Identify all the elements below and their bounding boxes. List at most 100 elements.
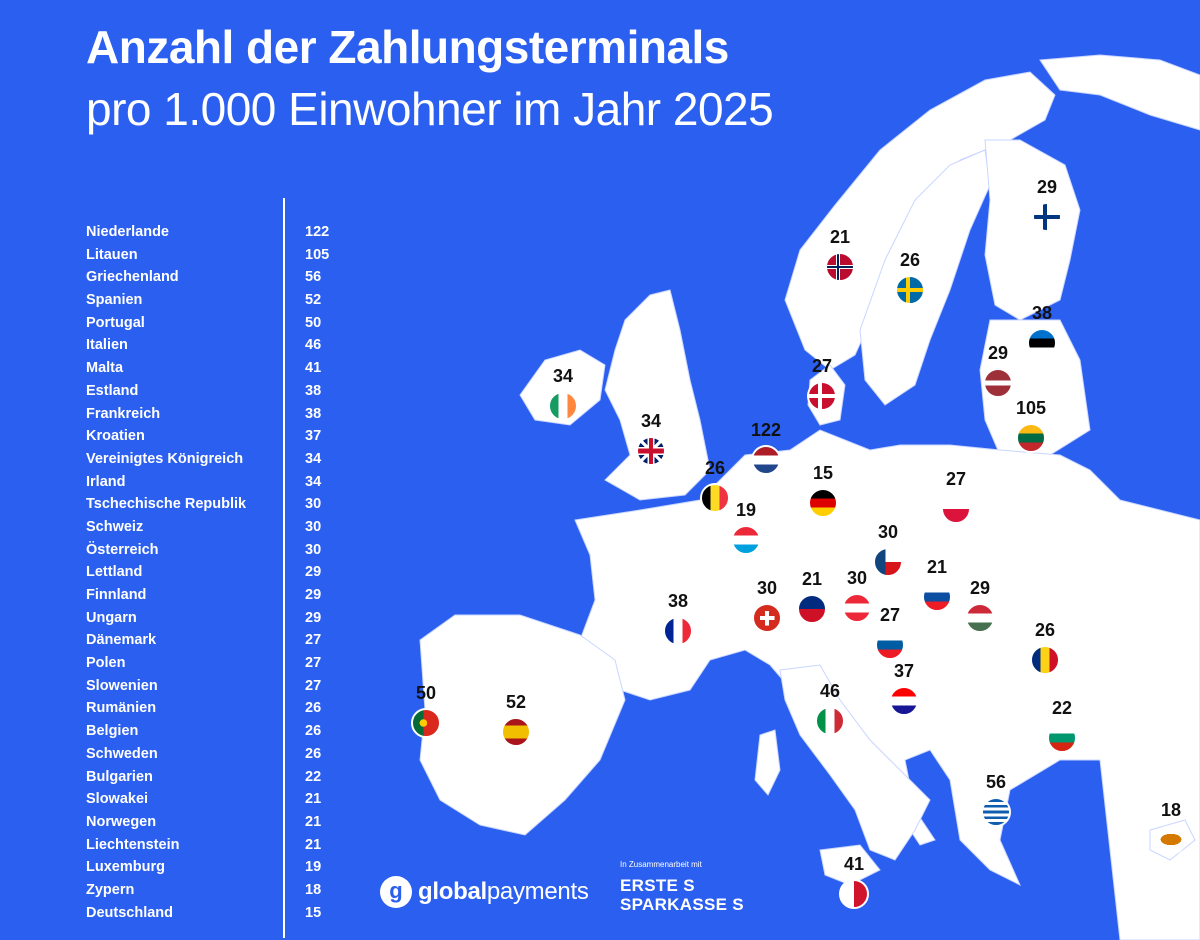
map-marker-value: 56 [985, 772, 1007, 792]
ranking-value: 41 [305, 360, 322, 377]
ranking-value: 30 [305, 518, 322, 535]
map-marker-value: 37 [893, 661, 915, 681]
map-marker-value: 30 [877, 522, 899, 542]
netherlands-flag-icon [751, 445, 781, 475]
map-marker-value: 21 [801, 569, 823, 589]
portugal-flag-icon [411, 708, 441, 738]
ranking-row: Frankreich 38 [86, 403, 346, 426]
ranking-row: Zypern 18 [86, 879, 346, 902]
sweden-flag-icon [895, 275, 925, 305]
ranking-country: Griechenland [86, 269, 179, 286]
estonia-flag-icon [1027, 328, 1057, 358]
ranking-row: Lettland 29 [86, 561, 346, 584]
ranking-country: Slowenien [86, 677, 158, 694]
map-marker-value: 27 [811, 356, 833, 376]
map-marker-value: 46 [819, 681, 841, 701]
map-marker-value: 52 [505, 692, 527, 712]
ranking-divider [283, 198, 285, 938]
hungary-flag-icon [965, 603, 995, 633]
map-marker-value: 30 [756, 578, 778, 598]
ireland-flag-icon [548, 391, 578, 421]
ranking-value: 18 [305, 881, 322, 898]
map-marker-value: 21 [829, 227, 851, 247]
ranking-value: 29 [305, 564, 322, 581]
ranking-value: 37 [305, 428, 322, 445]
ranking-country: Finnland [86, 587, 147, 603]
ranking-country: Niederlande [86, 224, 169, 240]
land-ireland [519, 349, 606, 426]
uk-flag-icon [636, 436, 666, 466]
ranking-country: Lettland [86, 564, 143, 581]
ranking-value: 21 [305, 813, 322, 830]
map-marker-value: 19 [735, 500, 757, 520]
austria-flag-icon [842, 593, 872, 623]
ranking-country: Luxemburg [86, 859, 165, 876]
title-line-2: pro 1.000 Einwohner im Jahr 2025 [86, 83, 774, 135]
map-marker-value: 27 [879, 605, 901, 625]
map-marker-value: 29 [1036, 177, 1058, 197]
map-marker-value: 27 [945, 469, 967, 489]
ranking-row: Ungarn 29 [86, 607, 346, 630]
ranking-country: Estland [86, 382, 139, 399]
ranking-value: 34 [305, 473, 322, 490]
luxembourg-flag-icon [731, 525, 761, 555]
ranking-country: Rumänien [86, 700, 157, 717]
ranking-value: 26 [305, 745, 322, 762]
ranking-row: Polen 27 [86, 652, 346, 675]
ranking-row: Vereinigtes Königreich 34 [86, 448, 346, 471]
map-marker-value: 30 [846, 568, 868, 588]
ranking-value: 38 [305, 382, 322, 399]
norway-flag-icon [825, 252, 855, 282]
italy-flag-icon [815, 706, 845, 736]
map-marker-value: 41 [843, 854, 865, 874]
map-marker-value: 21 [926, 557, 948, 577]
ranking-country: Italien [86, 337, 128, 354]
malta-flag-icon [839, 879, 869, 909]
ranking-row: Spanien 52 [86, 289, 346, 312]
ranking-value: 29 [305, 609, 322, 626]
ranking-value: 27 [305, 677, 322, 694]
ranking-row: Österreich 30 [86, 539, 346, 562]
ranking-country: Schweiz [86, 518, 144, 535]
ranking-row: Tschechische Republik 30 [86, 493, 346, 516]
ranking-row: Rumänien 26 [86, 697, 346, 720]
poland-flag-icon [941, 494, 971, 524]
erste-line-1: ERSTE S [620, 876, 695, 895]
ranking-value: 122 [305, 224, 330, 240]
erste-line-2: SPARKASSE S [620, 895, 744, 914]
land-britain [604, 289, 711, 501]
land-continent [574, 429, 1200, 940]
switzerland-flag-icon [752, 603, 782, 633]
finland-flag-icon [1032, 202, 1062, 232]
ranking-row: Kroatien 37 [86, 425, 346, 448]
ranking-country: Kroatien [86, 428, 145, 445]
france-flag-icon [663, 616, 693, 646]
liechtenstein-flag-icon [797, 594, 827, 624]
ranking-country: Deutschland [86, 904, 174, 921]
erste-sparkasse-logo: ERSTE S SPARKASSE S [620, 876, 744, 914]
land-sardinia [754, 729, 781, 796]
land-sweden [859, 149, 991, 406]
lithuania-flag-icon [1016, 423, 1046, 453]
map-marker-value: 38 [667, 591, 689, 611]
slovenia-flag-icon [875, 630, 905, 660]
ranking-country: Spanien [86, 292, 143, 309]
ranking-row: Griechenland 56 [86, 266, 346, 289]
ranking-country: Zypern [86, 881, 135, 898]
ranking-row: Malta 41 [86, 357, 346, 380]
globalpayments-logo: g globalpayments [380, 876, 589, 908]
ranking-value: 52 [305, 292, 322, 309]
ranking-value: 30 [305, 496, 322, 513]
ranking-value: 22 [305, 768, 322, 785]
czechia-flag-icon [873, 547, 903, 577]
ranking-row: Bulgarien 22 [86, 766, 346, 789]
map-marker-value: 29 [987, 343, 1009, 363]
germany-flag-icon [808, 488, 838, 518]
ranking-country: Österreich [86, 541, 159, 558]
ranking-country: Liechtenstein [86, 836, 180, 853]
land-sicily [819, 844, 881, 886]
ranking-row: Schweden 26 [86, 743, 346, 766]
ranking-row: Estland 38 [86, 380, 346, 403]
greece-flag-icon [981, 797, 1011, 827]
map-marker-value: 15 [812, 463, 834, 483]
